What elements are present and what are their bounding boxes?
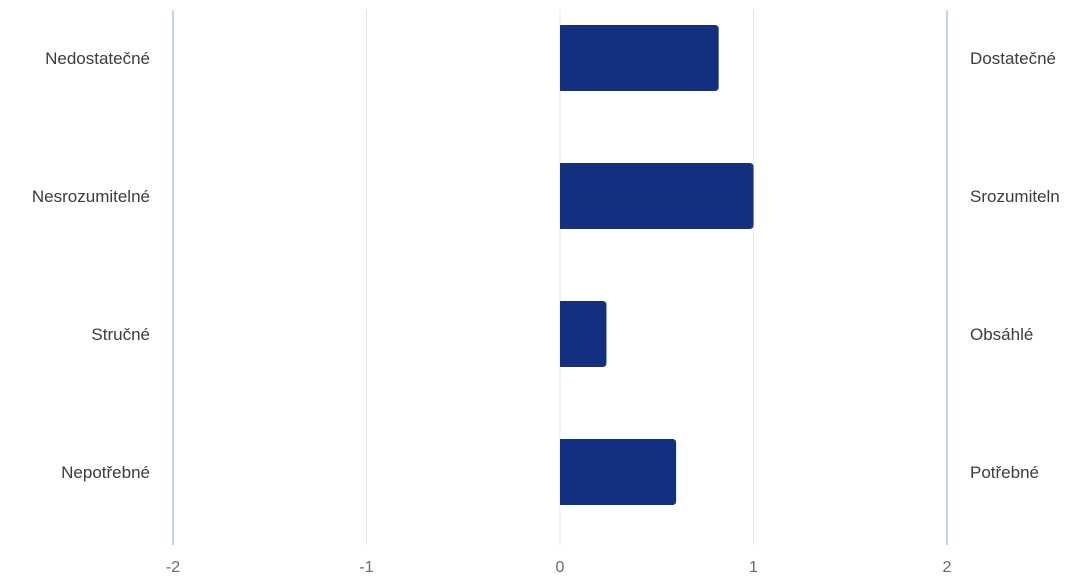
left-category-label: Nedostatečné: [45, 49, 150, 68]
x-axis-ticks: -2 -1 0 1 2: [166, 559, 952, 576]
x-tick-label: -2: [166, 559, 180, 576]
grid-lines: [172, 10, 948, 545]
bar-4: [560, 439, 677, 505]
right-category-label: Obsáhlé: [970, 325, 1033, 344]
left-category-labels: Nedostatečné Nesrozumitelné Stručné Nepotře…: [32, 49, 150, 482]
right-category-label: Srozumiteln: [970, 187, 1060, 206]
bar-2: [560, 163, 754, 229]
left-category-label: Nesrozumitelné: [32, 187, 150, 206]
right-category-label: Dostatečné: [970, 49, 1056, 68]
x-tick-label: 2: [943, 559, 952, 576]
bar-3: [560, 301, 607, 367]
x-tick-label: 0: [556, 559, 565, 576]
right-category-labels: Dostatečné Srozumiteln Obsáhlé Potřebné: [970, 49, 1060, 482]
x-tick-label: 1: [749, 559, 758, 576]
right-category-label: Potřebné: [970, 463, 1039, 482]
left-category-label: Nepotřebné: [61, 463, 150, 482]
bar-1: [560, 25, 719, 91]
x-tick-label: -1: [359, 559, 373, 576]
bars: [560, 25, 754, 505]
left-category-label: Stručné: [91, 325, 150, 344]
